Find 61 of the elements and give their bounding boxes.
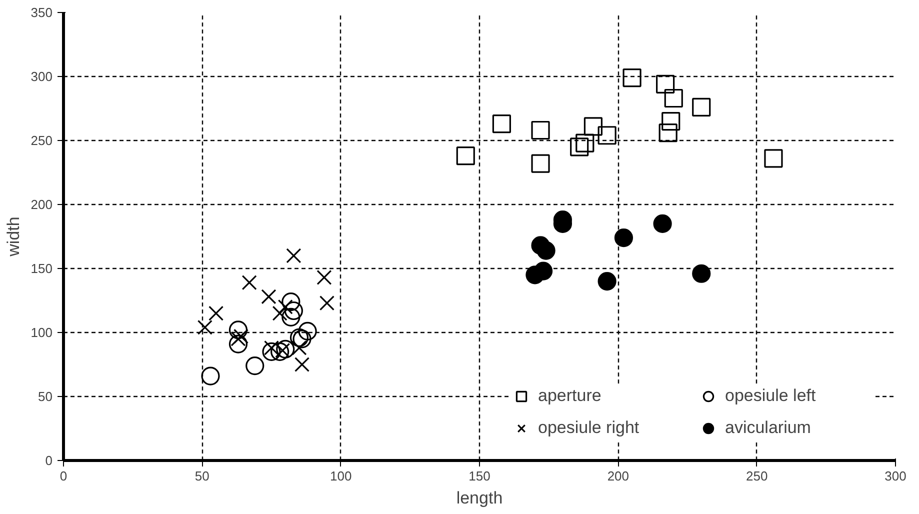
point [286, 248, 302, 264]
point [598, 126, 616, 145]
y-tick-label: 100 [30, 325, 53, 340]
legend-label: aperture [538, 386, 602, 406]
point [692, 264, 711, 283]
point [764, 149, 783, 168]
point [534, 262, 553, 280]
y-tick-label: 200 [30, 197, 53, 212]
point [197, 320, 212, 335]
point [294, 356, 310, 372]
x-tick-label: 250 [746, 468, 768, 484]
y-axis-title: width [4, 216, 23, 258]
point [692, 98, 711, 117]
point [570, 138, 589, 156]
point [242, 275, 257, 290]
point [284, 301, 303, 320]
x-tick-label: 0 [60, 468, 68, 484]
point [598, 272, 616, 291]
y-tick-label: 50 [38, 389, 53, 404]
x-tick-label: 150 [468, 468, 490, 484]
x-tick-label: 50 [194, 468, 210, 484]
point [201, 366, 220, 386]
point [492, 114, 511, 134]
x-tick-label: 200 [607, 468, 630, 484]
point [282, 308, 300, 326]
point [664, 88, 683, 108]
point [576, 134, 594, 152]
point [261, 289, 276, 304]
x-axis-title: length [456, 488, 503, 508]
legend-label: avicularium [725, 418, 812, 438]
y-tick-label: 0 [45, 453, 53, 468]
point [656, 74, 675, 94]
y-tick-label: 150 [30, 261, 53, 276]
point [298, 322, 317, 341]
x-tick-label: 300 [884, 468, 906, 484]
point [228, 320, 248, 340]
point [290, 328, 309, 347]
point [531, 120, 550, 140]
point [272, 306, 288, 321]
point [292, 330, 312, 348]
legend-label: opesiule left [725, 386, 817, 406]
point [622, 68, 642, 88]
point [531, 154, 550, 173]
point [584, 117, 603, 136]
y-tick-label: 300 [30, 69, 53, 84]
point [614, 228, 634, 248]
x-tick-label: 100 [330, 468, 352, 484]
y-tick-label: 250 [30, 133, 53, 148]
point [208, 306, 224, 321]
y-tick-label: 350 [30, 5, 53, 20]
point [292, 340, 307, 356]
point [658, 124, 678, 142]
point [316, 270, 332, 285]
point [653, 214, 672, 233]
legend-label: opesiule right [538, 418, 640, 438]
point [246, 356, 264, 376]
point [662, 112, 680, 131]
point [536, 241, 556, 260]
point [282, 292, 300, 312]
point [456, 146, 475, 166]
point [319, 296, 334, 311]
